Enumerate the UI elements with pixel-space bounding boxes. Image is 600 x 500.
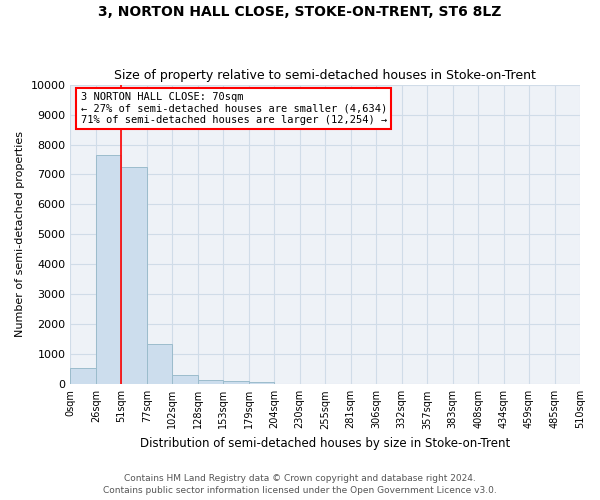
Text: 3 NORTON HALL CLOSE: 70sqm
← 27% of semi-detached houses are smaller (4,634)
71%: 3 NORTON HALL CLOSE: 70sqm ← 27% of semi…	[80, 92, 387, 125]
Text: Contains HM Land Registry data © Crown copyright and database right 2024.
Contai: Contains HM Land Registry data © Crown c…	[103, 474, 497, 495]
Bar	[121, 167, 147, 384]
Bar	[249, 382, 274, 384]
Title: Size of property relative to semi-detached houses in Stoke-on-Trent: Size of property relative to semi-detach…	[114, 69, 536, 82]
Bar	[96, 155, 121, 384]
Bar	[223, 382, 249, 384]
X-axis label: Distribution of semi-detached houses by size in Stoke-on-Trent: Distribution of semi-detached houses by …	[140, 437, 511, 450]
Bar	[147, 344, 172, 385]
Bar	[198, 380, 223, 384]
Y-axis label: Number of semi-detached properties: Number of semi-detached properties	[15, 132, 25, 338]
Bar	[70, 368, 96, 384]
Text: 3, NORTON HALL CLOSE, STOKE-ON-TRENT, ST6 8LZ: 3, NORTON HALL CLOSE, STOKE-ON-TRENT, ST…	[98, 5, 502, 19]
Bar	[172, 376, 198, 384]
